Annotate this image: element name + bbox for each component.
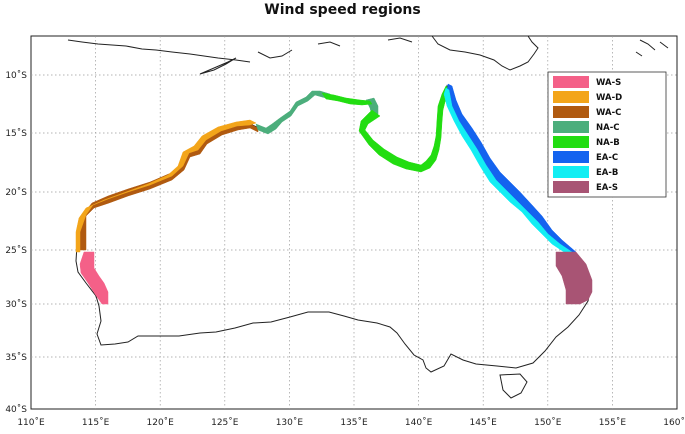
x-tick-label: 130˚E: [276, 417, 304, 428]
x-tick-label: 125˚E: [211, 417, 239, 428]
legend-label: WA-S: [596, 78, 621, 88]
x-tick-label: 160˚1: [663, 417, 685, 428]
region-wa-d: [75, 119, 257, 253]
wind-regions: [75, 83, 593, 305]
legend-label: EA-B: [596, 168, 618, 178]
x-tick-label: 155˚E: [599, 417, 627, 428]
tasmania-coastline: [499, 373, 528, 399]
x-tick-label: 145˚E: [470, 417, 498, 428]
legend-swatch: [553, 121, 589, 133]
legend-swatch: [553, 106, 589, 118]
legend: WA-S WA-D WA-C NA-C NA-B EA-C EA-B EA-S: [547, 71, 667, 198]
y-tick-label: 30˚S: [5, 299, 27, 310]
y-tick-label: 10˚S: [5, 70, 27, 81]
y-tick-label: 15˚S: [5, 128, 27, 139]
x-tick-label: 150˚E: [534, 417, 562, 428]
map-title: Wind speed regions: [264, 2, 421, 18]
legend-label: EA-C: [596, 153, 618, 163]
legend-label: NA-C: [596, 123, 619, 133]
x-tick-label: 140˚E: [405, 417, 433, 428]
region-ea-s: [555, 251, 593, 305]
legend-label: WA-D: [596, 93, 622, 103]
legend-box: [547, 71, 667, 198]
legend-label: EA-S: [596, 183, 618, 193]
islands-east-coastline: [635, 39, 669, 57]
legend-label: WA-C: [596, 108, 621, 118]
legend-swatch: [553, 181, 589, 193]
y-axis: 10˚S 15˚S 20˚S 25˚S 30˚S 35˚S 40˚S: [5, 70, 27, 415]
y-tick-label: 40˚S: [5, 404, 27, 415]
y-tick-label: 35˚S: [5, 352, 27, 363]
legend-swatch: [553, 91, 589, 103]
legend-swatch: [553, 76, 589, 88]
legend-label: NA-B: [596, 138, 620, 148]
new-guinea-coastline: [431, 35, 539, 71]
legend-swatch: [553, 151, 589, 163]
y-tick-label: 25˚S: [5, 245, 27, 256]
x-tick-label: 135˚E: [340, 417, 368, 428]
x-tick-label: 115˚E: [82, 417, 110, 428]
x-tick-label: 120˚E: [147, 417, 175, 428]
legend-swatch: [553, 166, 589, 178]
x-axis: 110˚E 115˚E 120˚E 125˚E 130˚E 135˚E 140˚E 145˚E…: [17, 417, 685, 428]
y-tick-label: 20˚S: [5, 187, 27, 198]
timor-coastline: [199, 57, 237, 75]
region-wa-s: [79, 251, 109, 305]
legend-swatch: [553, 136, 589, 148]
x-tick-label: 110˚E: [17, 417, 45, 428]
indonesia-coastline: [67, 37, 413, 63]
region-na-b: [321, 85, 450, 173]
